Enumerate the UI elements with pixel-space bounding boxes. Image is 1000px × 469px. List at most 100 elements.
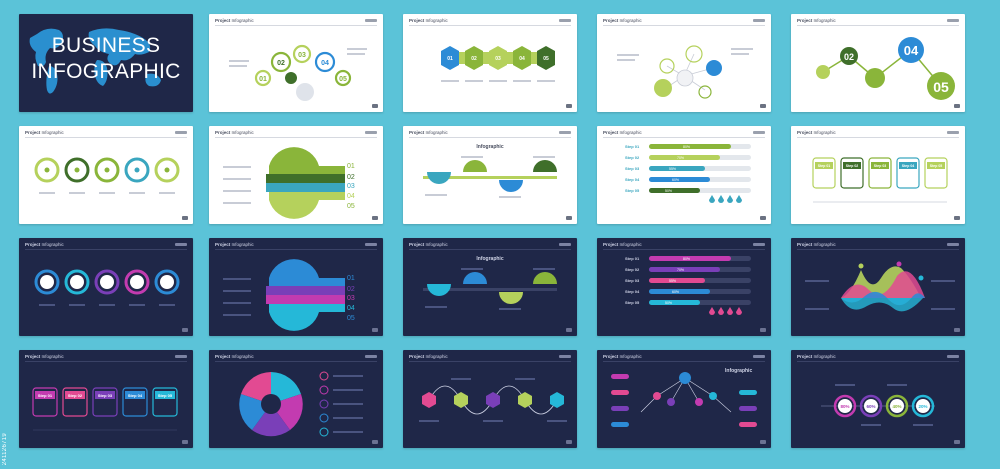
slide-header: Project Infographic [409,18,448,23]
slide-phases-green[interactable]: Project Infographic Infographic [403,126,577,224]
slide-header: Project Infographic [797,18,836,23]
dark-step-label-2: Step 02 [625,267,640,272]
layered-sphere-diagram: 01 02 03 04 05 [223,147,355,219]
logo [365,19,377,22]
slide-layered-sphere-green[interactable]: Project Infographic 01 02 03 04 05 [209,126,383,224]
steps-dark-diagram: Step 01 Step 02 Step 03 Step 04 Step 05 [32,387,178,431]
page-number [954,104,960,108]
num-03: 03 [298,52,306,59]
logo [559,355,571,358]
slide-circles-center[interactable]: Project Infographic [597,14,771,112]
page-number [760,104,766,108]
slide-layered-sphere-dark[interactable]: Project Infographic 01 02 03 04 05 [209,238,383,336]
slide-cover[interactable]: BUSINESS INFOGRAPHIC [19,14,193,112]
slide-hexagon-path-dark[interactable]: Project Infographic [403,350,577,448]
slide-cycle-pie-dark[interactable]: Project Infographic [209,350,383,448]
network-title: Infographic [725,368,752,374]
opt-num-04: 04 [519,56,525,62]
svg-text:Step 02: Step 02 [68,393,83,398]
layer-dark-num-02: 02 [347,286,355,293]
slide-steps-dark[interactable]: Project Infographic Step 01 Step 02 Step… [19,350,193,448]
cycle-pie-diagram [239,371,363,437]
divider [25,137,187,138]
step-value-2: 70% [677,156,684,160]
opt-num-05: 05 [543,56,549,62]
divider [797,137,959,138]
slide-progress-green[interactable]: Project Infographic Step 01 Step 02 Step… [597,126,771,224]
slide-header: Project Infographic [797,354,836,359]
growing-circles-diagram: 02 04 05 [816,37,955,100]
radial-circles-diagram [617,45,753,99]
dark-step-label-4: Step 04 [625,289,640,294]
step-label-4: Step 04 [625,177,640,182]
slide-percent-chain-dark[interactable]: Project Infographic 80% 60% 40% 20% [791,350,965,448]
slide-header: Project Infographic [409,130,448,135]
hexagon-path-diagram [419,378,567,422]
divider [409,361,571,362]
layer-dark-num-03: 03 [347,295,355,302]
slide-options-hexagons[interactable]: Project Infographic 01 02 03 04 05 [403,14,577,112]
slide-growing-circles[interactable]: Project Infographic 02 04 05 [791,14,965,112]
slide-waves-dark[interactable]: Project Infographic [791,238,965,336]
step-value-1: 80% [683,145,690,149]
logo [947,19,959,22]
divider [603,249,765,250]
layered-sphere-dark-diagram: 01 02 03 04 05 [223,259,355,331]
hexagon-options-diagram: 01 02 03 04 05 [441,46,555,82]
percent-40: 40% [892,404,901,409]
page-number [760,440,766,444]
slide-header: Project Infographic [215,354,254,359]
slide-header: Project Infographic [797,130,836,135]
svg-text:Step 03: Step 03 [874,164,887,168]
percent-chain-diagram: 80% 60% 40% 20% [821,384,935,426]
divider [215,361,377,362]
infographic-title: Infographic [476,144,503,150]
progress-bars-diagram: Step 01 Step 02 Step 03 Step 04 Step 05 … [625,144,751,203]
slide-steps-green[interactable]: Project Infographic Step 01 Step 02 Step… [791,126,965,224]
percent-20: 20% [918,404,927,409]
slide-chain-rings-green[interactable]: Project Infographic [19,126,193,224]
dark-step-value-4: 60% [672,290,679,294]
opt-num-02: 02 [471,56,477,62]
slide-header: Project Infographic [215,242,254,247]
layer-dark-num-01: 01 [347,275,355,282]
slide-progress-dark[interactable]: Project Infographic Step 01 Step 02 Step… [597,238,771,336]
slide-circles-tree-green[interactable]: Project Infographic 01 02 03 04 05 [209,14,383,112]
slide-network-dark[interactable]: Project Infographic Infographic [597,350,771,448]
logo [559,131,571,134]
slide-header: Project Infographic [409,242,448,247]
dark-step-value-5: 50% [665,301,672,305]
layer-num-05: 05 [347,203,355,210]
divider [215,137,377,138]
slide-chain-rings-dark[interactable]: Project Infographic [19,238,193,336]
page-number [566,216,572,220]
percent-80: 80% [840,404,849,409]
logo [175,131,187,134]
step-label-3: Step 03 [625,166,640,171]
divider [215,249,377,250]
page-number [566,104,572,108]
logo [753,243,765,246]
logo [365,131,377,134]
step-value-4: 60% [672,178,679,182]
steps-diagram: Step 01 Step 02 Step 03 Step 04 Step 05 [812,157,948,203]
page-number [566,328,572,332]
page-number [566,440,572,444]
world-map-icon [29,28,161,94]
slide-header: Project Infographic [603,242,642,247]
step-value-3: 55% [669,167,676,171]
cover-title-line2: INFOGRAPHIC [31,60,181,83]
grow-num-02: 02 [844,52,854,62]
divider [409,137,571,138]
num-05: 05 [339,76,347,83]
slide-phases-dark[interactable]: Project Infographic Infographic [403,238,577,336]
infographic-title-dark: Infographic [476,256,503,262]
slide-header: Project Infographic [215,18,254,23]
slide-header: Project Infographic [603,18,642,23]
step-label-1: Step 01 [625,144,640,149]
dark-step-value-2: 70% [677,268,684,272]
dark-step-value-3: 55% [669,279,676,283]
logo [947,355,959,358]
cover-title-line1: BUSINESS [51,34,161,57]
page-number [954,328,960,332]
